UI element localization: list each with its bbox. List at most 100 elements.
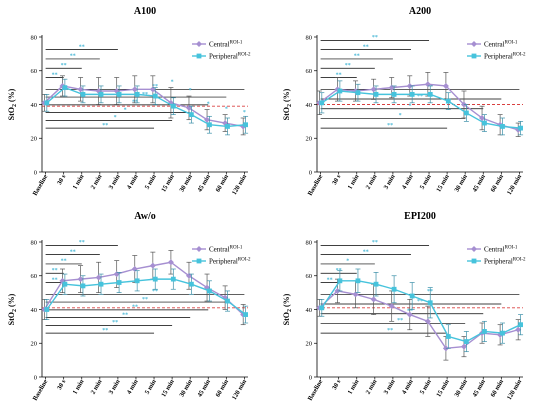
data-point-central xyxy=(204,116,211,123)
x-tick-label: 30 s xyxy=(56,378,68,391)
upper-bracket-label: ** xyxy=(52,72,58,78)
lower-bracket-label: * xyxy=(124,107,127,113)
legend-marker-peripheral xyxy=(471,53,477,59)
series-line-0 xyxy=(43,85,244,128)
data-point-central xyxy=(424,318,431,325)
y-tick-label: 80 xyxy=(306,34,313,41)
data-point-peripheral xyxy=(518,322,523,328)
x-tick-label: 4 min xyxy=(401,173,415,190)
legend-label: CentralROI-1 xyxy=(484,41,518,49)
legend-series-name: Central xyxy=(484,41,505,49)
y-tick-label: 40 xyxy=(31,307,38,314)
x-tick-label: 60 min xyxy=(215,378,231,398)
x-tick-label: 2 min xyxy=(365,173,379,190)
data-point-central xyxy=(388,303,395,310)
x-tick-label: 30 s xyxy=(331,173,343,186)
upper-bracket-label: ** xyxy=(61,63,67,69)
x-tick-label: 30 min xyxy=(453,173,469,193)
data-point-peripheral xyxy=(80,283,86,289)
y-tick-label: 0 xyxy=(34,374,37,381)
lower-bracket-label: ** xyxy=(397,318,403,324)
x-tick-label: 120 min xyxy=(231,378,248,401)
upper-bracket-label: ** xyxy=(70,249,76,255)
x-tick-label: 45 min xyxy=(196,173,212,193)
y-label-sub: 2 xyxy=(287,309,293,312)
data-point-peripheral xyxy=(170,103,176,109)
data-point-peripheral xyxy=(44,100,50,106)
lower-bracket-label: ** xyxy=(142,297,148,303)
upper-bracket-label: ** xyxy=(79,240,85,246)
y-axis-label: StO2 (%) xyxy=(7,293,18,325)
panel-3: EPI200 StO2 (%) 0 20 40 60 80 Baseline 30 s 1 min… xyxy=(282,211,526,402)
data-point-peripheral xyxy=(207,122,212,128)
legend-marker-peripheral xyxy=(471,258,477,264)
upper-bracket-label: ** xyxy=(327,277,333,283)
legend-marker-central xyxy=(471,41,477,47)
legend-series-sup: ROI-1 xyxy=(230,246,243,251)
upper-bracket-label: ** xyxy=(336,72,342,78)
y-label-sub: 2 xyxy=(12,104,18,107)
x-tick-label: 1 min xyxy=(347,378,361,395)
x-tick-label: 120 min xyxy=(506,378,523,401)
data-point-peripheral xyxy=(500,330,505,336)
y-tick-label: 0 xyxy=(309,374,312,381)
x-tick-label: 3 min xyxy=(383,378,397,395)
x-tick-label: 3 min xyxy=(108,378,122,395)
legend-label: CentralROI-1 xyxy=(209,41,243,49)
data-point-peripheral xyxy=(355,90,361,96)
y-label-sub: 2 xyxy=(12,309,18,312)
data-point-peripheral xyxy=(337,88,343,94)
y-tick-label: 80 xyxy=(306,239,313,246)
legend-marker-central xyxy=(196,246,202,252)
x-tick-label: 4 min xyxy=(126,173,140,190)
point-sig-label: * xyxy=(189,88,192,94)
series-line-1 xyxy=(46,86,246,128)
panel-1: A200 StO2 (%) 0 20 40 60 80 Baseline 30 s 1 min 2 … xyxy=(282,6,526,197)
x-tick-label: 15 min xyxy=(435,173,451,193)
data-point-peripheral xyxy=(152,93,158,99)
upper-bracket-label: ** xyxy=(52,277,58,283)
legend-marker-central xyxy=(196,41,202,47)
legend-marker-peripheral xyxy=(196,258,202,264)
y-tick-label: 0 xyxy=(34,169,37,176)
data-point-central xyxy=(479,115,486,121)
data-point-peripheral xyxy=(188,112,194,118)
lower-bracket-label: ** xyxy=(387,123,393,129)
y-axis-label: StO2 (%) xyxy=(7,88,18,120)
data-point-peripheral xyxy=(500,124,505,129)
x-tick-label: 45 min xyxy=(471,378,487,398)
legend-label: PeripheralROI-2 xyxy=(484,258,526,266)
y-tick-label: 80 xyxy=(31,34,38,41)
x-tick-label: 45 min xyxy=(471,173,487,193)
y-label-main: StO xyxy=(7,107,16,120)
legend-series-name: Peripheral xyxy=(484,53,513,61)
upper-bracket-label: ** xyxy=(52,268,58,274)
data-point-peripheral xyxy=(62,281,68,287)
y-tick-label: 60 xyxy=(31,68,38,75)
data-point-central xyxy=(442,82,449,89)
x-tick-label: 2 min xyxy=(90,378,104,395)
data-point-peripheral xyxy=(463,110,469,116)
y-label-sub: 2 xyxy=(287,104,293,107)
upper-bracket-label: ** xyxy=(372,35,378,41)
data-point-peripheral xyxy=(243,122,248,128)
lower-bracket-label: ** xyxy=(102,328,108,334)
upper-bracket-label: ** xyxy=(70,54,76,60)
legend-marker-central xyxy=(471,246,477,252)
data-point-peripheral xyxy=(98,281,104,287)
data-point-peripheral xyxy=(116,280,122,285)
x-tick-label: 4 min xyxy=(401,378,415,395)
legend-label: PeripheralROI-2 xyxy=(484,53,526,61)
data-point-central xyxy=(167,259,174,266)
x-tick-label: 5 min xyxy=(144,378,158,395)
x-tick-label: 5 min xyxy=(419,378,433,395)
x-tick-label: 3 min xyxy=(108,173,122,190)
data-point-peripheral xyxy=(225,298,230,304)
data-point-peripheral xyxy=(463,339,469,344)
y-axis-label: StO2 (%) xyxy=(282,88,293,120)
data-point-peripheral xyxy=(188,281,194,287)
x-tick-label: Baseline xyxy=(307,378,325,402)
upper-bracket-label: ** xyxy=(363,249,369,255)
upper-bracket-label: ** xyxy=(363,44,369,50)
